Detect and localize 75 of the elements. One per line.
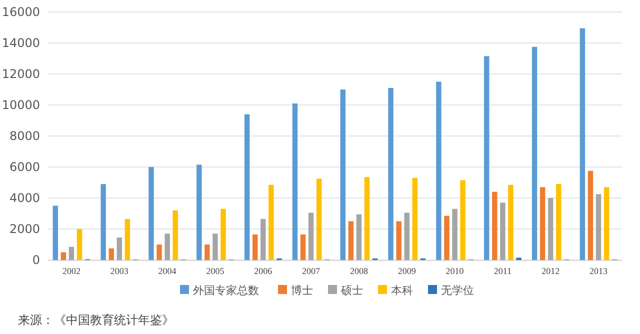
bar [364,177,370,260]
y-tick-label: 8000 [9,129,40,144]
bar [220,208,226,260]
bar [508,184,514,260]
bar [52,206,58,260]
x-tick-label: 2008 [350,266,368,276]
bar [212,234,218,260]
y-tick-label: 0 [32,253,40,268]
y-tick-label: 2000 [9,222,40,236]
x-tick-label: 2002 [62,266,80,276]
bar [116,238,122,260]
y-tick-label: 4000 [9,191,40,206]
legend-label: 硕士 [340,284,363,297]
bar [100,184,106,260]
y-tick-label: 16000 [2,5,40,20]
bar [548,198,554,260]
bar [300,234,306,260]
source-note: 来源：《中国教育统计年鉴》 [18,313,174,327]
bar [412,178,418,260]
y-tick-label: 14000 [2,36,40,50]
bar [108,248,114,260]
bar [260,218,266,260]
bar [316,178,322,260]
bar [148,167,154,260]
bar [196,164,202,260]
x-tick-label: 2007 [302,266,321,276]
bar [452,208,458,260]
bar [532,46,538,260]
legend-label: 博士 [291,284,313,297]
y-tick-label: 12000 [2,67,40,82]
bar [244,114,250,260]
y-tick-label: 10000 [2,98,40,112]
bar [356,214,362,260]
x-tick-label: 2004 [158,266,177,276]
bar [340,90,346,260]
bar [76,229,82,260]
bar [492,192,498,260]
bar [444,216,450,260]
bar [204,244,210,260]
bar [164,234,170,260]
bar [580,28,586,260]
bar [596,194,602,260]
x-tick-label: 2006 [254,266,273,276]
bar [308,212,314,260]
bar [60,252,66,260]
bar [460,180,466,260]
bar [404,212,410,260]
bar [436,82,442,260]
x-tick-label: 2011 [494,266,512,276]
bar [604,187,610,260]
bar [396,221,402,260]
bar [540,187,546,260]
x-tick-label: 2010 [446,266,464,276]
x-tick-label: 2013 [590,266,608,276]
x-tick-label: 2012 [542,266,560,276]
bar [268,184,274,260]
bar [292,103,298,260]
bar [388,88,394,260]
legend-label: 外国专家总数 [193,284,259,297]
bar [172,210,178,260]
bar [156,244,162,260]
bar [124,218,130,260]
bar [348,221,354,260]
y-tick-label: 6000 [9,160,40,174]
x-tick-label: 2005 [206,266,225,276]
bar [68,246,74,260]
legend-label: 本科 [391,284,413,297]
bar [556,184,562,260]
bar [252,234,258,260]
bar [500,202,506,260]
x-tick-label: 2003 [110,266,129,276]
legend-label: 无学位 [441,284,474,297]
bar [588,170,594,260]
x-tick-label: 2009 [398,266,416,276]
bar [484,56,490,260]
